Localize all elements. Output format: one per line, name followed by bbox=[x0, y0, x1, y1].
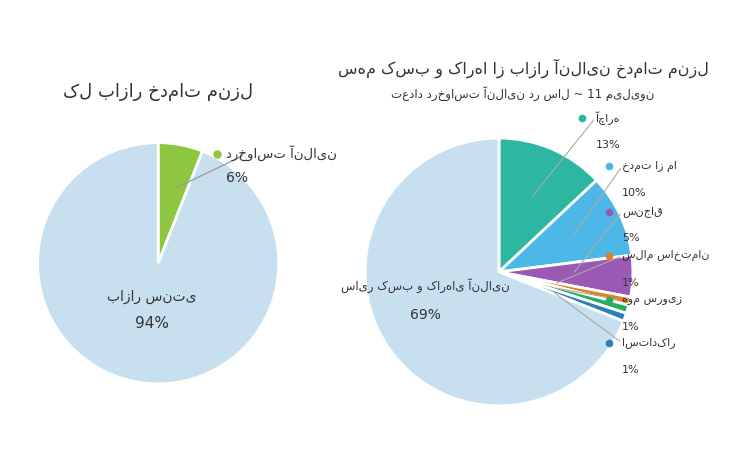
Text: 1%: 1% bbox=[622, 365, 640, 375]
Text: درخواست آنلاین: درخواست آنلاین bbox=[226, 146, 337, 162]
Text: سنجاق: سنجاق bbox=[622, 206, 663, 217]
Text: تعداد درخواست آنلاین در سال ~ 11 میلیون: تعداد درخواست آنلاین در سال ~ 11 میلیون bbox=[391, 86, 655, 101]
Wedge shape bbox=[499, 272, 626, 321]
Text: 1%: 1% bbox=[622, 322, 640, 332]
Wedge shape bbox=[499, 180, 632, 272]
Wedge shape bbox=[38, 143, 279, 384]
Text: 6%: 6% bbox=[226, 171, 248, 185]
Wedge shape bbox=[365, 138, 624, 406]
Text: آچاره: آچاره bbox=[596, 111, 620, 125]
Wedge shape bbox=[499, 272, 629, 313]
Text: 69%: 69% bbox=[410, 308, 441, 322]
Text: کل بازار خدمات منزل: کل بازار خدمات منزل bbox=[63, 83, 253, 101]
Text: سایر کسب و کارهای آنلاین: سایر کسب و کارهای آنلاین bbox=[341, 278, 510, 293]
Text: 1%: 1% bbox=[622, 278, 640, 288]
Text: 5%: 5% bbox=[622, 233, 640, 243]
Wedge shape bbox=[499, 272, 630, 305]
Text: سلام ساختمان: سلام ساختمان bbox=[622, 250, 710, 262]
Text: 10%: 10% bbox=[622, 188, 647, 198]
Text: استادکار: استادکار bbox=[622, 337, 676, 348]
Wedge shape bbox=[499, 138, 596, 272]
Wedge shape bbox=[158, 143, 203, 263]
Text: خدمت از ما: خدمت از ما bbox=[622, 161, 677, 172]
Wedge shape bbox=[499, 255, 633, 297]
Text: سهم کسب و کارها از بازار آنلاین خدمات منزل: سهم کسب و کارها از بازار آنلاین خدمات من… bbox=[337, 59, 708, 78]
Text: 94%: 94% bbox=[135, 316, 169, 331]
Text: 13%: 13% bbox=[596, 140, 620, 150]
Text: هوم سرویز: هوم سرویز bbox=[622, 295, 682, 305]
Text: بازار سنتی: بازار سنتی bbox=[107, 290, 197, 304]
